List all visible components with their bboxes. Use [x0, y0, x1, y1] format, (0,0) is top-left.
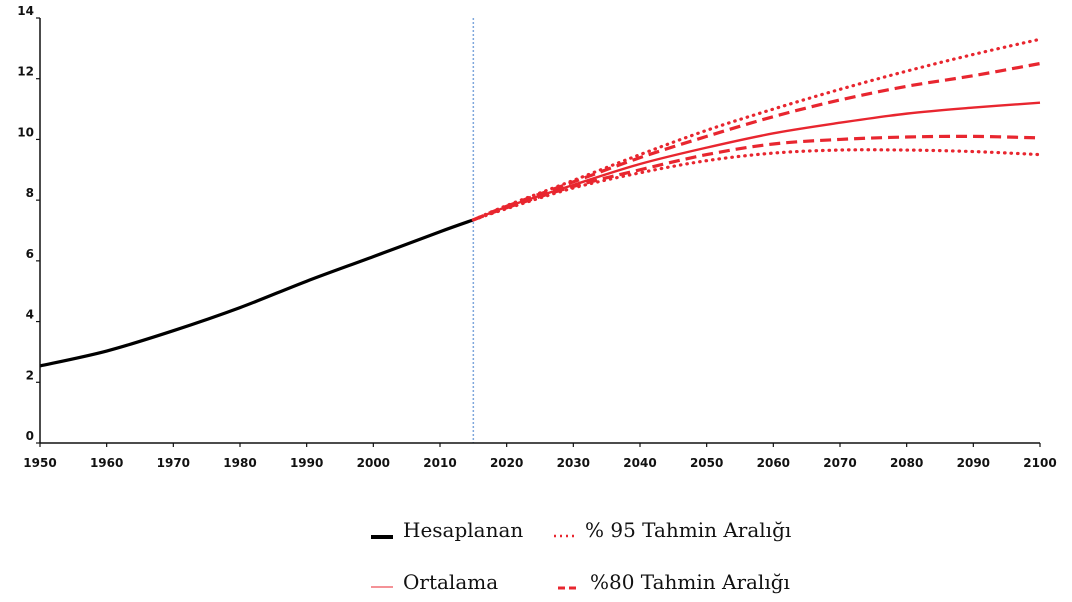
series-layer: [39, 37, 1042, 368]
x-tick-label: 2050: [690, 456, 723, 470]
x-tick-label: 2100: [1023, 456, 1056, 470]
x-tick-label: 1980: [223, 456, 256, 470]
x-tick-label: 1970: [157, 456, 190, 470]
x-tick-label: 2070: [823, 456, 856, 470]
y-tick-label: 8: [26, 186, 34, 200]
x-tick-label: 1950: [23, 456, 56, 470]
y-tick-label: 0: [26, 429, 34, 443]
y-tick-label: 4: [26, 308, 34, 322]
x-tick-label: 1990: [290, 456, 323, 470]
series-line-pi95_lower: [471, 148, 1042, 222]
x-tick-label: 2010: [423, 456, 456, 470]
x-tick-label: 1960: [90, 456, 123, 470]
x-tick-label: 2080: [890, 456, 923, 470]
x-tick-label: 2020: [490, 456, 523, 470]
series-line-pi95_upper: [471, 37, 1042, 222]
series-line-pi80_lower: [472, 134, 1041, 222]
y-tick-label: 2: [26, 368, 34, 382]
x-axis-ticks: 1950 1960 1970 1980 1990 2000 2010 2020 2030 2040…: [23, 443, 1057, 470]
series-line-ortalama: [472, 101, 1041, 221]
x-tick-label: 2040: [623, 456, 656, 470]
y-tick-label: 12: [17, 65, 34, 79]
y-tick-label: 14: [17, 4, 34, 18]
y-axis-ticks: 0 2 4 6 8 10 12 14: [17, 4, 40, 444]
x-tick-label: 2000: [357, 456, 390, 470]
x-tick-label: 2060: [757, 456, 790, 470]
y-tick-label: 10: [17, 125, 34, 139]
series-line-pi80_upper: [472, 61, 1041, 222]
x-tick-label: 2030: [557, 456, 590, 470]
x-tick-label: 2090: [957, 456, 990, 470]
series-line-hesaplanan: [39, 218, 474, 368]
y-tick-label: 6: [26, 247, 34, 261]
